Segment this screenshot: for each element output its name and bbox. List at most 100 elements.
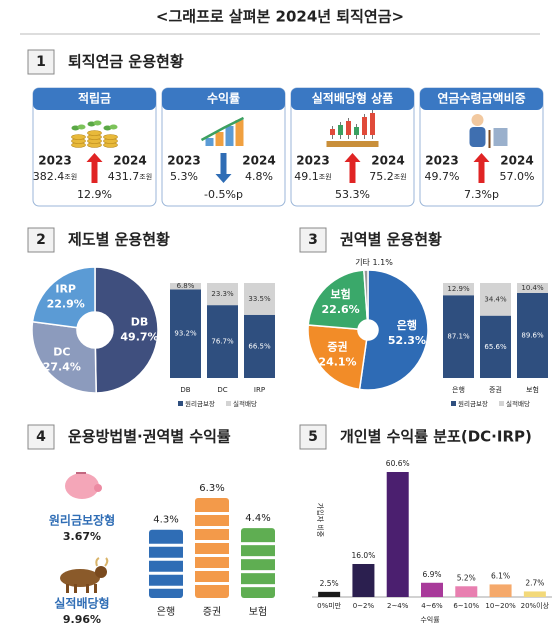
bar-value: 87.1% [447, 333, 470, 341]
year-from: 2023 [38, 154, 71, 168]
icon-head [471, 114, 484, 126]
bar-segment [443, 295, 474, 378]
bar-value: 66.5% [248, 342, 271, 350]
bar [523, 591, 546, 597]
bar-value: 16.0% [352, 551, 376, 560]
leaf [93, 120, 102, 126]
legend-label: 원리금보장 [458, 399, 488, 408]
bar-segment [207, 305, 238, 378]
section-number-box [27, 227, 55, 253]
icon-bar [225, 126, 234, 146]
bar-segment [480, 315, 511, 378]
leaf [87, 121, 96, 127]
bar-value: 2.5% [320, 579, 339, 588]
card-header [420, 88, 543, 110]
bar-value: 33.5% [248, 295, 271, 303]
candle [354, 127, 359, 135]
bar-segment [443, 283, 474, 296]
bar-value: 4.4% [245, 513, 270, 524]
section-heading: 퇴직연금 운용현황 [68, 53, 184, 71]
pig-snout [94, 484, 102, 492]
slice-category: DC [53, 346, 70, 359]
donut-slice [358, 269, 429, 391]
from-number: 49.1 [294, 170, 319, 183]
icon-bar [205, 138, 214, 146]
slice-value: 22.9% [47, 298, 85, 311]
return-bar [241, 528, 275, 598]
bar-category: IRP [254, 386, 265, 394]
card-icon [200, 116, 245, 146]
bar-value: 6.9% [422, 570, 441, 579]
year-to: 2024 [371, 154, 404, 168]
card-icon [326, 110, 379, 147]
return-bar [149, 529, 183, 598]
section-number: 2 [36, 232, 46, 248]
bar-stripe [241, 556, 275, 560]
section-heading: 제도별 운용현황 [68, 231, 170, 249]
bar-value: 5.2% [457, 573, 476, 582]
bull-leg [86, 584, 89, 593]
bull-body [60, 569, 100, 587]
y-axis-label: 가입자 비중 [316, 503, 325, 538]
from-number: 5.3% [170, 170, 198, 183]
leaf [77, 124, 86, 130]
year-to: 2024 [242, 154, 275, 168]
x-tick-label: 6~10% [453, 602, 479, 610]
from-number: 382.4 [33, 170, 65, 183]
icon-box [493, 128, 508, 146]
bar-value: 93.2% [174, 330, 197, 338]
card-icon [71, 120, 118, 148]
donut-slice [94, 266, 159, 394]
section-number: 4 [36, 429, 46, 445]
change: 7.3%p [464, 188, 499, 201]
method-name: 실적배당형 [54, 596, 109, 611]
donut-slice [363, 269, 369, 321]
icon-arrow [200, 116, 245, 142]
x-axis-label: 수익률 [420, 616, 440, 624]
change-arrow [344, 153, 361, 183]
bar-stripe [195, 582, 229, 585]
leaf [109, 124, 118, 130]
from-value: 49.1조원 [294, 170, 331, 183]
bull-leg [94, 584, 97, 593]
donut-slice [307, 324, 368, 391]
bar-value: 76.7% [211, 338, 234, 346]
from-value: 5.3% [170, 170, 198, 183]
bar-value: 60.6% [386, 459, 410, 468]
from-unit: 조원 [64, 172, 77, 181]
section-heading: 권역별 운용현황 [340, 231, 442, 249]
bar [455, 586, 478, 597]
change-arrow [473, 153, 490, 183]
bar-segment [170, 283, 201, 290]
bar-stripe [149, 585, 183, 589]
bar-category: DB [180, 386, 190, 394]
bull-leg [66, 584, 69, 593]
coin [71, 134, 86, 140]
card-icon [469, 114, 508, 148]
page-title: <그래프로 살펴본 2024년 퇴직연금> [156, 8, 404, 26]
section-heading: 운용방법별·권역별 수익률 [68, 428, 231, 446]
section-number-box [27, 424, 55, 450]
coin [103, 134, 118, 140]
change: 53.3% [335, 188, 370, 201]
bar-value: 10.4% [521, 284, 544, 292]
change: -0.5%p [204, 188, 243, 201]
bar [352, 563, 375, 597]
to-number: 431.7 [108, 170, 140, 183]
slice-category: DB [131, 316, 149, 329]
slice-category: IRP [55, 283, 76, 296]
from-unit: 조원 [319, 172, 332, 181]
bar-segment [244, 283, 275, 315]
slice-category: 은행 [397, 318, 417, 332]
year-from: 2023 [167, 154, 200, 168]
to-number: 4.8% [245, 170, 273, 183]
from-value: 382.4조원 [33, 170, 77, 183]
bar-category: DC [217, 386, 227, 394]
method-value: 9.96% [63, 613, 101, 626]
bar-stripe [195, 512, 229, 515]
x-tick-label: 2~4% [387, 602, 409, 610]
bar-category: 보험 [526, 386, 539, 394]
leaf [71, 125, 80, 131]
